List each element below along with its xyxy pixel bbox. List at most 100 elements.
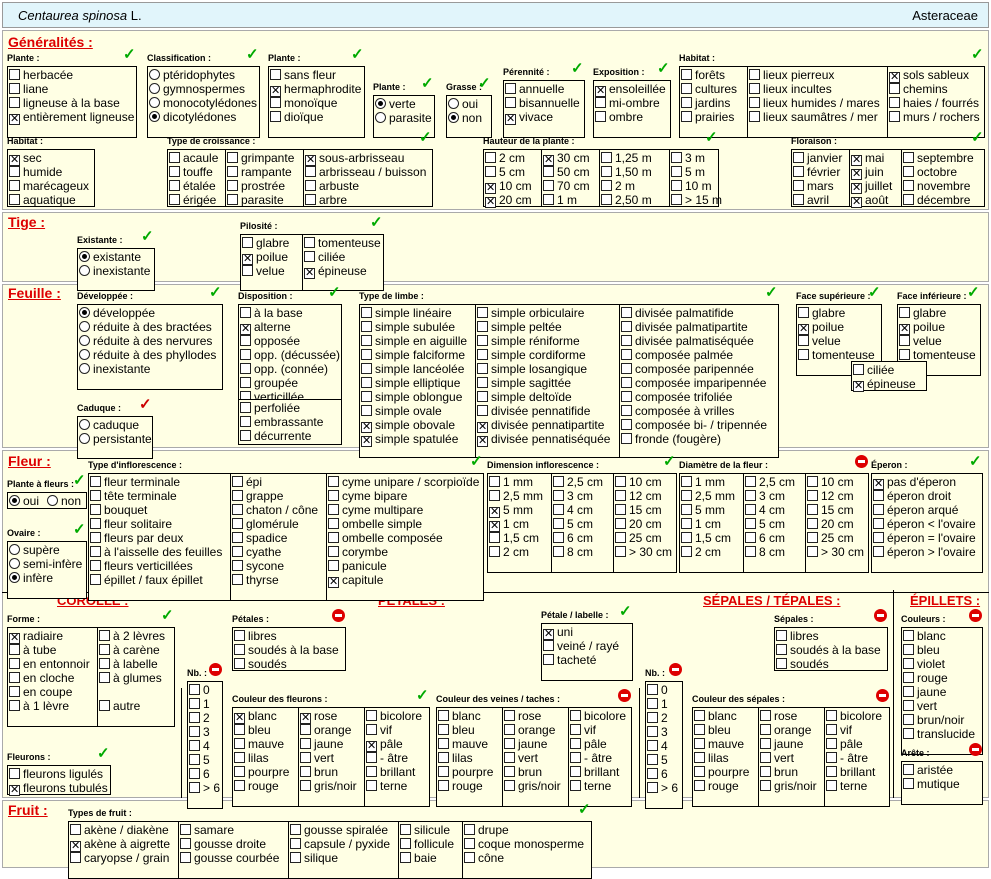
checkbox[interactable] xyxy=(485,166,496,177)
checkbox-option[interactable]: éperon droit xyxy=(873,489,951,503)
checkbox[interactable]: ✕ xyxy=(798,323,809,335)
checkbox-option[interactable]: à carène xyxy=(99,643,160,657)
checkbox-option[interactable]: mutique xyxy=(903,777,960,791)
checkbox[interactable] xyxy=(681,546,692,557)
checkbox-option[interactable]: simple sagittée xyxy=(477,376,571,390)
checkbox-option[interactable]: arbuste xyxy=(305,179,359,193)
checkbox-option[interactable]: jaune xyxy=(760,737,803,751)
checkbox-option[interactable]: simple oblongue xyxy=(361,390,462,404)
checkbox[interactable] xyxy=(328,532,339,543)
checkbox[interactable] xyxy=(9,768,20,779)
checkbox[interactable] xyxy=(180,838,191,849)
checkbox-option[interactable]: composée palmée xyxy=(621,348,733,362)
checkbox-option[interactable]: décembre xyxy=(903,193,970,207)
checkbox[interactable] xyxy=(903,764,914,775)
checkbox-option[interactable]: velue xyxy=(242,264,285,278)
checkbox-option[interactable]: simple linéaire xyxy=(361,306,452,320)
checkbox-option[interactable]: 1 xyxy=(189,697,210,711)
checkbox-option[interactable]: ✕ divisée pennatipartite xyxy=(477,418,604,433)
checkbox[interactable] xyxy=(232,476,243,487)
checkbox[interactable] xyxy=(232,546,243,557)
checkbox-option[interactable]: éperon = l'ovaire xyxy=(873,531,976,545)
checkbox-option[interactable]: gris/noir xyxy=(504,779,561,793)
checkbox[interactable]: ✕ xyxy=(853,380,864,392)
checkbox[interactable] xyxy=(853,364,864,375)
checkbox[interactable] xyxy=(90,476,101,487)
checkbox-option[interactable]: liane xyxy=(9,82,48,96)
checkbox[interactable] xyxy=(328,518,339,529)
checkbox[interactable] xyxy=(671,194,682,205)
checkbox[interactable] xyxy=(793,152,804,163)
radio-option[interactable]: ptéridophytes xyxy=(149,68,235,82)
checkbox[interactable]: ✕ xyxy=(366,740,377,752)
checkbox-option[interactable]: 10 cm xyxy=(807,475,854,489)
radio-button[interactable] xyxy=(9,572,20,583)
checkbox-option[interactable]: fleurons ligulés xyxy=(9,767,103,781)
checkbox[interactable] xyxy=(504,738,515,749)
checkbox-option[interactable]: 1,25 m xyxy=(601,151,652,165)
checkbox[interactable] xyxy=(9,69,20,80)
checkbox-option[interactable]: vif xyxy=(570,723,596,737)
checkbox-option[interactable]: éperon < l'ovaire xyxy=(873,517,976,531)
checkbox-option[interactable]: composée paripennée xyxy=(621,362,754,376)
checkbox[interactable] xyxy=(400,838,411,849)
checkbox-option[interactable]: simple subulée xyxy=(361,320,455,334)
checkbox[interactable] xyxy=(621,321,632,332)
checkbox-option[interactable]: vert xyxy=(300,751,334,765)
checkbox-option[interactable]: simple falciforme xyxy=(361,348,465,362)
checkbox[interactable] xyxy=(793,180,804,191)
checkbox[interactable] xyxy=(361,405,372,416)
checkbox[interactable] xyxy=(99,644,110,655)
checkbox-option[interactable]: lieux incultes xyxy=(749,82,832,96)
checkbox-option[interactable]: 20 cm xyxy=(807,517,854,531)
checkbox-option[interactable]: simple elliptique xyxy=(361,376,460,390)
checkbox[interactable] xyxy=(903,152,914,163)
checkbox-option[interactable]: ✕ fleurons tubulés xyxy=(9,781,108,796)
checkbox[interactable] xyxy=(366,752,377,763)
checkbox-option[interactable]: simple losangique xyxy=(477,362,587,376)
checkbox-option[interactable]: ✕ sous-arbrisseau xyxy=(305,151,404,166)
checkbox[interactable] xyxy=(647,782,658,793)
radio-button[interactable] xyxy=(79,321,90,332)
checkbox[interactable]: ✕ xyxy=(851,182,862,194)
checkbox-option[interactable]: 4 xyxy=(647,739,668,753)
checkbox[interactable] xyxy=(570,752,581,763)
checkbox[interactable] xyxy=(232,574,243,585)
checkbox-option[interactable]: annuelle xyxy=(505,82,564,96)
checkbox-option[interactable]: 8 cm xyxy=(553,545,593,559)
checkbox-option[interactable]: groupée xyxy=(240,376,298,390)
radio-button[interactable] xyxy=(79,265,90,276)
checkbox[interactable] xyxy=(234,644,245,655)
checkbox-option[interactable]: bicolore xyxy=(366,709,422,723)
checkbox-option[interactable]: ✕ simple obovale xyxy=(361,418,455,433)
checkbox-option[interactable]: soudés à la base xyxy=(234,643,339,657)
checkbox[interactable] xyxy=(438,710,449,721)
checkbox[interactable]: ✕ xyxy=(328,576,339,588)
checkbox-option[interactable]: soudés xyxy=(234,657,287,671)
checkbox-option[interactable]: libres xyxy=(234,629,277,643)
checkbox-option[interactable]: 5 mm xyxy=(681,503,725,517)
checkbox-option[interactable]: 5 m xyxy=(671,165,705,179)
checkbox[interactable] xyxy=(760,780,771,791)
checkbox-option[interactable]: fleur terminale xyxy=(90,475,180,489)
checkbox-option[interactable]: blanc xyxy=(438,709,481,723)
checkbox-option[interactable]: rouge xyxy=(903,671,948,685)
checkbox-option[interactable]: simple cordiforme xyxy=(477,348,586,362)
checkbox[interactable] xyxy=(305,194,316,205)
checkbox-option[interactable]: pâle xyxy=(826,737,863,751)
checkbox[interactable]: ✕ xyxy=(489,520,500,532)
checkbox-option[interactable]: 5 xyxy=(189,753,210,767)
checkbox[interactable] xyxy=(290,852,301,863)
checkbox[interactable] xyxy=(621,391,632,402)
checkbox[interactable] xyxy=(477,363,488,374)
checkbox[interactable] xyxy=(189,726,200,737)
checkbox-option[interactable]: glomérule xyxy=(232,517,299,531)
checkbox[interactable] xyxy=(9,700,20,711)
checkbox-option[interactable]: 70 cm xyxy=(543,179,590,193)
checkbox[interactable]: ✕ xyxy=(477,421,488,433)
checkbox-option[interactable]: cyme multipare xyxy=(328,503,423,517)
checkbox[interactable] xyxy=(826,738,837,749)
checkbox[interactable] xyxy=(826,752,837,763)
radio-button[interactable] xyxy=(149,69,160,80)
checkbox-option[interactable]: autre xyxy=(99,699,140,713)
